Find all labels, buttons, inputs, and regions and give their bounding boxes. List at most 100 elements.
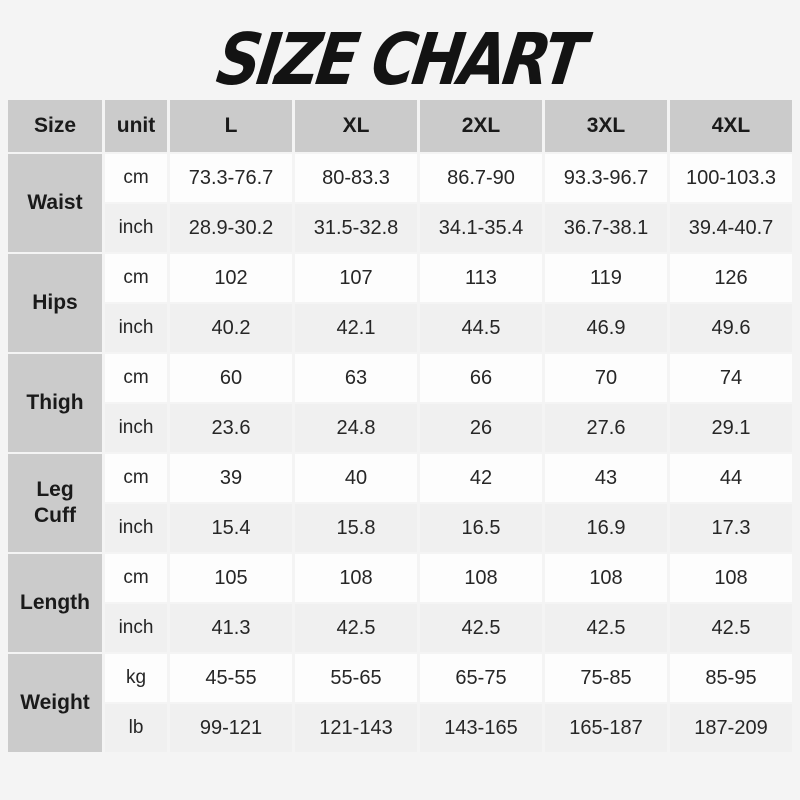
unit-cell: cm xyxy=(105,554,167,602)
row-label-length: Length xyxy=(8,554,102,652)
value-cell: 60 xyxy=(170,354,292,402)
unit-cell: inch xyxy=(105,604,167,652)
value-cell: 75-85 xyxy=(545,654,667,702)
unit-cell: inch xyxy=(105,304,167,352)
row-label-hips: Hips xyxy=(8,254,102,352)
header-size: Size xyxy=(8,100,102,152)
value-cell: 42.5 xyxy=(545,604,667,652)
value-cell: 108 xyxy=(670,554,792,602)
value-cell: 93.3-96.7 xyxy=(545,154,667,202)
value-cell: 41.3 xyxy=(170,604,292,652)
title-container: SIZE CHART xyxy=(0,0,800,101)
value-cell: 42.5 xyxy=(420,604,542,652)
value-cell: 45-55 xyxy=(170,654,292,702)
table-row: Weight kg 45-55 55-65 65-75 75-85 85-95 xyxy=(8,654,792,752)
value-cell: 70 xyxy=(545,354,667,402)
unit-cell: inch xyxy=(105,504,167,552)
row-label-weight: Weight xyxy=(8,654,102,752)
header-row: Size unit L XL 2XL 3XL 4XL xyxy=(8,100,792,152)
value-cell: 66 xyxy=(420,354,542,402)
unit-cell: cm xyxy=(105,454,167,502)
unit-cell: inch xyxy=(105,204,167,252)
row-label-leg-cuff: Leg Cuff xyxy=(8,454,102,552)
value-cell: 16.9 xyxy=(545,504,667,552)
table-row: inch 41.3 42.5 42.5 42.5 42.5 xyxy=(8,604,792,652)
value-cell: 86.7-90 xyxy=(420,154,542,202)
value-cell: 17.3 xyxy=(670,504,792,552)
unit-cell: lb xyxy=(105,704,167,752)
value-cell: 28.9-30.2 xyxy=(170,204,292,252)
table-row: inch 23.6 24.8 26 27.6 29.1 xyxy=(8,404,792,452)
value-cell: 49.6 xyxy=(670,304,792,352)
value-cell: 40 xyxy=(295,454,417,502)
value-cell: 40.2 xyxy=(170,304,292,352)
table-row: Leg Cuff cm 39 40 42 43 44 xyxy=(8,454,792,552)
value-cell: 80-83.3 xyxy=(295,154,417,202)
table-row: inch 15.4 15.8 16.5 16.9 17.3 xyxy=(8,504,792,552)
value-cell: 102 xyxy=(170,254,292,302)
value-cell: 26 xyxy=(420,404,542,452)
value-cell: 24.8 xyxy=(295,404,417,452)
value-cell: 165-187 xyxy=(545,704,667,752)
value-cell: 108 xyxy=(420,554,542,602)
value-cell: 34.1-35.4 xyxy=(420,204,542,252)
table-row: inch 28.9-30.2 31.5-32.8 34.1-35.4 36.7-38.1… xyxy=(8,204,792,252)
unit-cell: kg xyxy=(105,654,167,702)
page-title: SIZE CHART xyxy=(212,17,588,102)
value-cell: 113 xyxy=(420,254,542,302)
value-cell: 27.6 xyxy=(545,404,667,452)
value-cell: 119 xyxy=(545,254,667,302)
table-row: lb 99-121 121-143 143-165 165-187 187-209 xyxy=(8,704,792,752)
value-cell: 23.6 xyxy=(170,404,292,452)
value-cell: 105 xyxy=(170,554,292,602)
value-cell: 46.9 xyxy=(545,304,667,352)
value-cell: 63 xyxy=(295,354,417,402)
value-cell: 44 xyxy=(670,454,792,502)
value-cell: 126 xyxy=(670,254,792,302)
value-cell: 99-121 xyxy=(170,704,292,752)
value-cell: 143-165 xyxy=(420,704,542,752)
value-cell: 31.5-32.8 xyxy=(295,204,417,252)
value-cell: 73.3-76.7 xyxy=(170,154,292,202)
value-cell: 39.4-40.7 xyxy=(670,204,792,252)
table-row: Waist cm 73.3-76.7 80-83.3 86.7-90 93.3-96.7 1… xyxy=(8,154,792,252)
value-cell: 108 xyxy=(295,554,417,602)
header-unit: unit xyxy=(105,100,167,152)
value-cell: 85-95 xyxy=(670,654,792,702)
value-cell: 42.5 xyxy=(670,604,792,652)
value-cell: 100-103.3 xyxy=(670,154,792,202)
table-row: inch 40.2 42.1 44.5 46.9 49.6 xyxy=(8,304,792,352)
table-row: Thigh cm 60 63 66 70 74 xyxy=(8,354,792,452)
row-label-waist: Waist xyxy=(8,154,102,252)
value-cell: 15.8 xyxy=(295,504,417,552)
header-col-l: L xyxy=(170,100,292,152)
size-chart-table: Size unit L XL 2XL 3XL 4XL Waist cm 73.3-7… xyxy=(5,98,795,754)
value-cell: 121-143 xyxy=(295,704,417,752)
value-cell: 43 xyxy=(545,454,667,502)
value-cell: 15.4 xyxy=(170,504,292,552)
value-cell: 107 xyxy=(295,254,417,302)
unit-cell: cm xyxy=(105,154,167,202)
value-cell: 187-209 xyxy=(670,704,792,752)
value-cell: 44.5 xyxy=(420,304,542,352)
table-row: Hips cm 102 107 113 119 126 xyxy=(8,254,792,352)
unit-cell: inch xyxy=(105,404,167,452)
value-cell: 42 xyxy=(420,454,542,502)
header-col-xl: XL xyxy=(295,100,417,152)
header-col-3xl: 3XL xyxy=(545,100,667,152)
table-body: Waist cm 73.3-76.7 80-83.3 86.7-90 93.3-96.7 1… xyxy=(8,154,792,752)
value-cell: 65-75 xyxy=(420,654,542,702)
value-cell: 55-65 xyxy=(295,654,417,702)
unit-cell: cm xyxy=(105,354,167,402)
row-label-thigh: Thigh xyxy=(8,354,102,452)
value-cell: 74 xyxy=(670,354,792,402)
value-cell: 108 xyxy=(545,554,667,602)
unit-cell: cm xyxy=(105,254,167,302)
value-cell: 36.7-38.1 xyxy=(545,204,667,252)
value-cell: 16.5 xyxy=(420,504,542,552)
table-row: Length cm 105 108 108 108 108 xyxy=(8,554,792,652)
header-col-4xl: 4XL xyxy=(670,100,792,152)
value-cell: 42.5 xyxy=(295,604,417,652)
value-cell: 29.1 xyxy=(670,404,792,452)
